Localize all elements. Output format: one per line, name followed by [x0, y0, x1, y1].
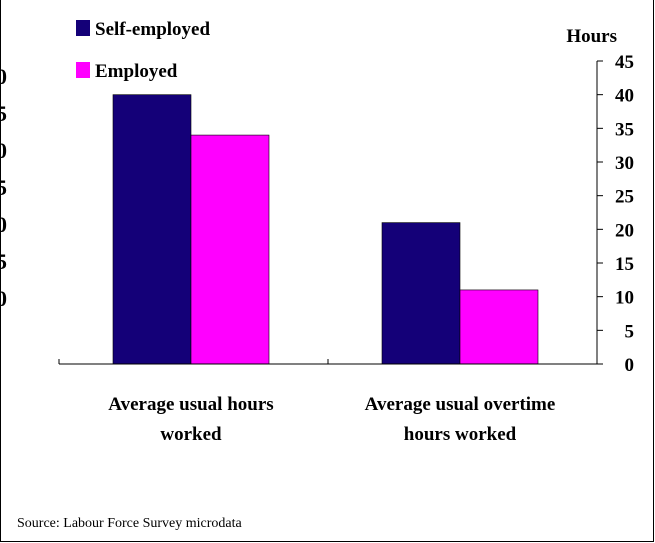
y-tick-label: 25	[615, 187, 634, 208]
legend-label: Employed	[95, 61, 178, 82]
y-tick-label: 20	[615, 220, 634, 241]
y-tick-label: 10	[615, 288, 634, 309]
left-axis-clipped-label: 5	[0, 101, 7, 126]
y-axis-title: Hours	[566, 26, 617, 47]
left-axis-clipped-label: 0	[0, 138, 7, 163]
y-axis-ticks: 0 5 10 15 20 25 30 35 40 45	[597, 52, 634, 376]
y-tick-label: 35	[615, 119, 634, 140]
left-axis-clipped-label: 5	[0, 249, 7, 274]
bar-employed-1	[191, 135, 269, 364]
y-tick-label: 30	[615, 153, 634, 174]
left-axis-clipped-label: 0	[0, 212, 7, 237]
bar-employed-2	[460, 290, 538, 364]
x-category-label: worked	[160, 424, 222, 445]
y-tick-label: 0	[625, 355, 635, 376]
bar-self-employed-2	[382, 223, 460, 364]
x-category-label: Average usual overtime	[365, 394, 556, 415]
left-axis-clipped-labels: 0 5 0 5 0 5 0	[0, 64, 7, 311]
left-axis-clipped-label: 5	[0, 175, 7, 200]
left-axis-clipped-label: 0	[0, 64, 7, 89]
x-axis-category-labels: Average usual hours worked Average usual o…	[108, 394, 555, 445]
source-note: Source: Labour Force Survey microdata	[17, 516, 242, 531]
y-tick-label: 5	[625, 321, 635, 342]
legend-swatch	[76, 62, 90, 78]
bars	[113, 95, 538, 364]
x-category-label: hours worked	[404, 424, 517, 445]
bar-self-employed-1	[113, 95, 191, 364]
x-category-label: Average usual hours	[108, 394, 273, 415]
legend-swatch	[76, 20, 90, 36]
legend: Self-employed Employed	[76, 19, 210, 82]
y-tick-label: 40	[615, 86, 634, 107]
y-tick-label: 15	[615, 254, 634, 275]
left-axis-clipped-label: 0	[0, 286, 7, 311]
y-tick-label: 45	[615, 52, 634, 73]
legend-label: Self-employed	[95, 19, 210, 40]
